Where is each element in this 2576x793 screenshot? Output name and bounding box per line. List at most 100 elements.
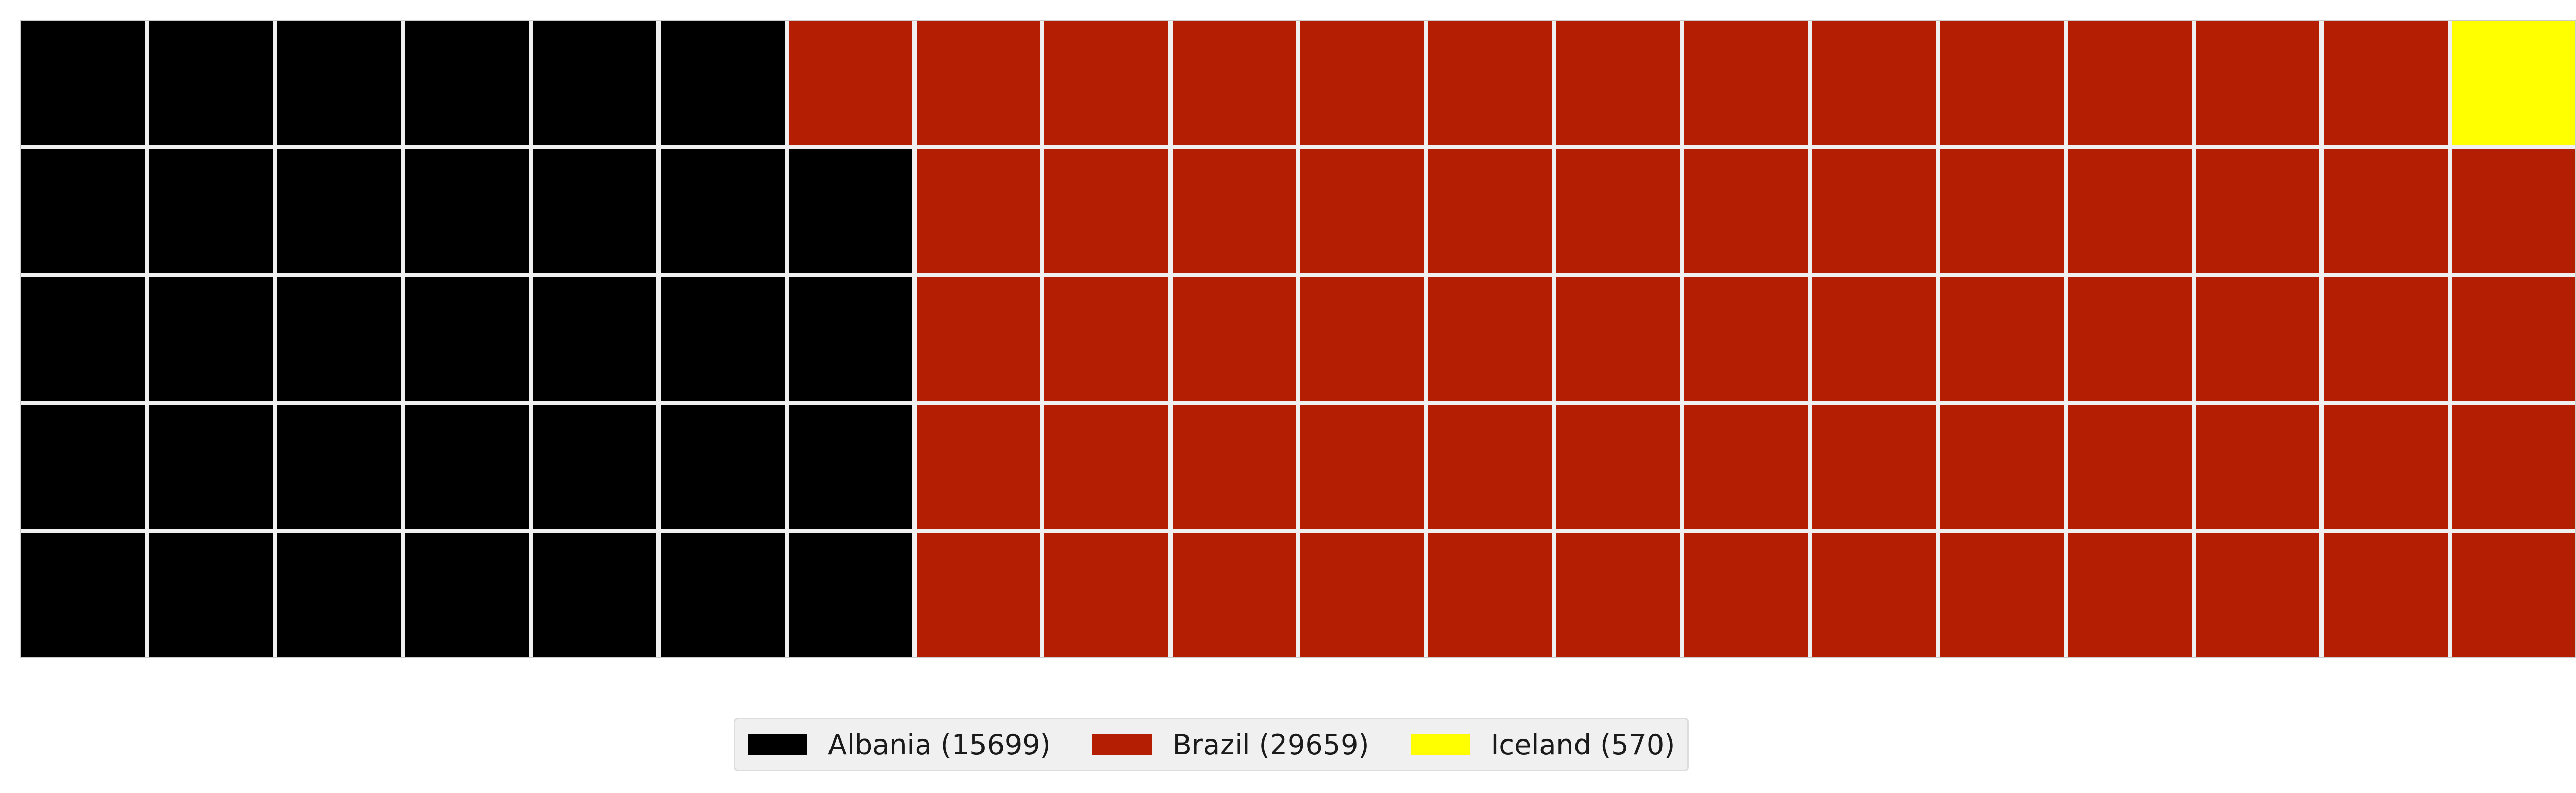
waffle-cell-brazil	[917, 405, 1041, 529]
waffle-cell-albania	[533, 21, 657, 145]
waffle-cell-brazil	[1556, 21, 1680, 145]
legend-swatch-iceland	[1410, 734, 1470, 755]
waffle-cell-brazil	[1940, 405, 2064, 529]
waffle-cell-brazil	[1556, 405, 1680, 529]
waffle-cell-brazil	[1300, 405, 1425, 529]
waffle-cell-albania	[533, 532, 657, 657]
legend-entry-brazil: Brazil (29659)	[1092, 729, 1369, 761]
waffle-cell-albania	[660, 532, 785, 657]
legend-entry-iceland: Iceland (570)	[1410, 728, 1675, 761]
waffle-cell-albania	[21, 149, 145, 273]
waffle-cell-brazil	[1044, 532, 1168, 657]
waffle-cell-brazil	[1172, 149, 1296, 273]
waffle-cell-brazil	[2196, 277, 2320, 401]
waffle-cell-brazil	[1428, 149, 1552, 273]
waffle-cell-brazil	[1172, 21, 1296, 145]
legend-label-iceland: Iceland (570)	[1490, 728, 1675, 761]
waffle-cell-brazil	[2324, 21, 2448, 145]
waffle-cell-brazil	[1428, 405, 1552, 529]
waffle-cell-brazil	[2324, 277, 2448, 401]
waffle-cell-albania	[660, 21, 785, 145]
waffle-cell-brazil	[1556, 532, 1680, 657]
waffle-cell-brazil	[1172, 277, 1296, 401]
waffle-cell-brazil	[2451, 149, 2575, 273]
waffle-cell-brazil	[1812, 405, 1936, 529]
waffle-cell-brazil	[1300, 532, 1425, 657]
waffle-cell-brazil	[1300, 277, 1425, 401]
legend-entry-albania: Albania (15699)	[748, 729, 1051, 761]
waffle-cell-brazil	[2067, 21, 2192, 145]
waffle-cell-brazil	[1556, 277, 1680, 401]
waffle-cell-brazil	[2196, 405, 2320, 529]
waffle-cell-albania	[277, 21, 401, 145]
waffle-cell-brazil	[1812, 277, 1936, 401]
waffle-cell-brazil	[1940, 149, 2064, 273]
waffle-cell-albania	[788, 277, 913, 401]
waffle-cell-brazil	[1684, 405, 1808, 529]
waffle-cell-brazil	[2451, 532, 2575, 657]
waffle-cell-brazil	[1684, 277, 1808, 401]
waffle-cell-albania	[149, 21, 273, 145]
waffle-cell-brazil	[1044, 149, 1168, 273]
waffle-cell-brazil	[1684, 21, 1808, 145]
waffle-cell-brazil	[1172, 405, 1296, 529]
legend: Albania (15699) Brazil (29659) Iceland (…	[734, 718, 1689, 771]
waffle-cell-brazil	[1300, 21, 1425, 145]
waffle-cell-albania	[660, 405, 785, 529]
waffle-cell-brazil	[917, 21, 1041, 145]
waffle-cell-albania	[660, 149, 785, 273]
legend-swatch-albania	[748, 734, 807, 755]
waffle-cell-brazil	[2324, 149, 2448, 273]
waffle-cell-albania	[149, 277, 273, 401]
waffle-cell-iceland	[2451, 21, 2575, 145]
waffle-cell-brazil	[1172, 532, 1296, 657]
waffle-cell-brazil	[1812, 21, 1936, 145]
legend-label-brazil: Brazil (29659)	[1172, 728, 1369, 761]
waffle-cell-albania	[404, 149, 529, 273]
waffle-cell-brazil	[1812, 532, 1936, 657]
waffle-cell-albania	[277, 405, 401, 529]
waffle-cell-albania	[21, 21, 145, 145]
waffle-cell-brazil	[2067, 532, 2192, 657]
waffle-cell-albania	[533, 277, 657, 401]
waffle-cell-brazil	[1044, 277, 1168, 401]
waffle-cell-brazil	[1940, 21, 2064, 145]
waffle-grid	[20, 20, 2576, 658]
waffle-cell-brazil	[2196, 532, 2320, 657]
waffle-cell-albania	[277, 532, 401, 657]
waffle-cell-brazil	[1428, 532, 1552, 657]
waffle-cell-brazil	[1044, 405, 1168, 529]
waffle-cell-brazil	[788, 21, 913, 145]
waffle-cell-albania	[149, 532, 273, 657]
waffle-cell-brazil	[1940, 532, 2064, 657]
waffle-cell-brazil	[1556, 149, 1680, 273]
waffle-cell-brazil	[2196, 21, 2320, 145]
waffle-cell-albania	[660, 277, 785, 401]
waffle-cell-brazil	[1044, 21, 1168, 145]
waffle-cell-albania	[404, 21, 529, 145]
waffle-cell-brazil	[1428, 21, 1552, 145]
waffle-cell-albania	[788, 149, 913, 273]
waffle-cell-albania	[533, 149, 657, 273]
waffle-cell-brazil	[917, 149, 1041, 273]
waffle-cell-brazil	[1812, 149, 1936, 273]
waffle-cell-albania	[277, 149, 401, 273]
waffle-cell-brazil	[2067, 405, 2192, 529]
waffle-cell-albania	[404, 532, 529, 657]
waffle-cell-brazil	[917, 277, 1041, 401]
waffle-cell-brazil	[2067, 277, 2192, 401]
waffle-cell-brazil	[2324, 405, 2448, 529]
waffle-cell-albania	[404, 277, 529, 401]
waffle-cell-brazil	[2196, 149, 2320, 273]
waffle-cell-brazil	[2451, 405, 2575, 529]
waffle-cell-brazil	[2067, 149, 2192, 273]
waffle-cell-brazil	[1940, 277, 2064, 401]
waffle-cell-albania	[404, 405, 529, 529]
waffle-cell-albania	[277, 277, 401, 401]
waffle-cell-brazil	[2451, 277, 2575, 401]
waffle-cell-albania	[21, 405, 145, 529]
waffle-cell-brazil	[1684, 149, 1808, 273]
waffle-cell-brazil	[2324, 532, 2448, 657]
waffle-cell-albania	[788, 532, 913, 657]
